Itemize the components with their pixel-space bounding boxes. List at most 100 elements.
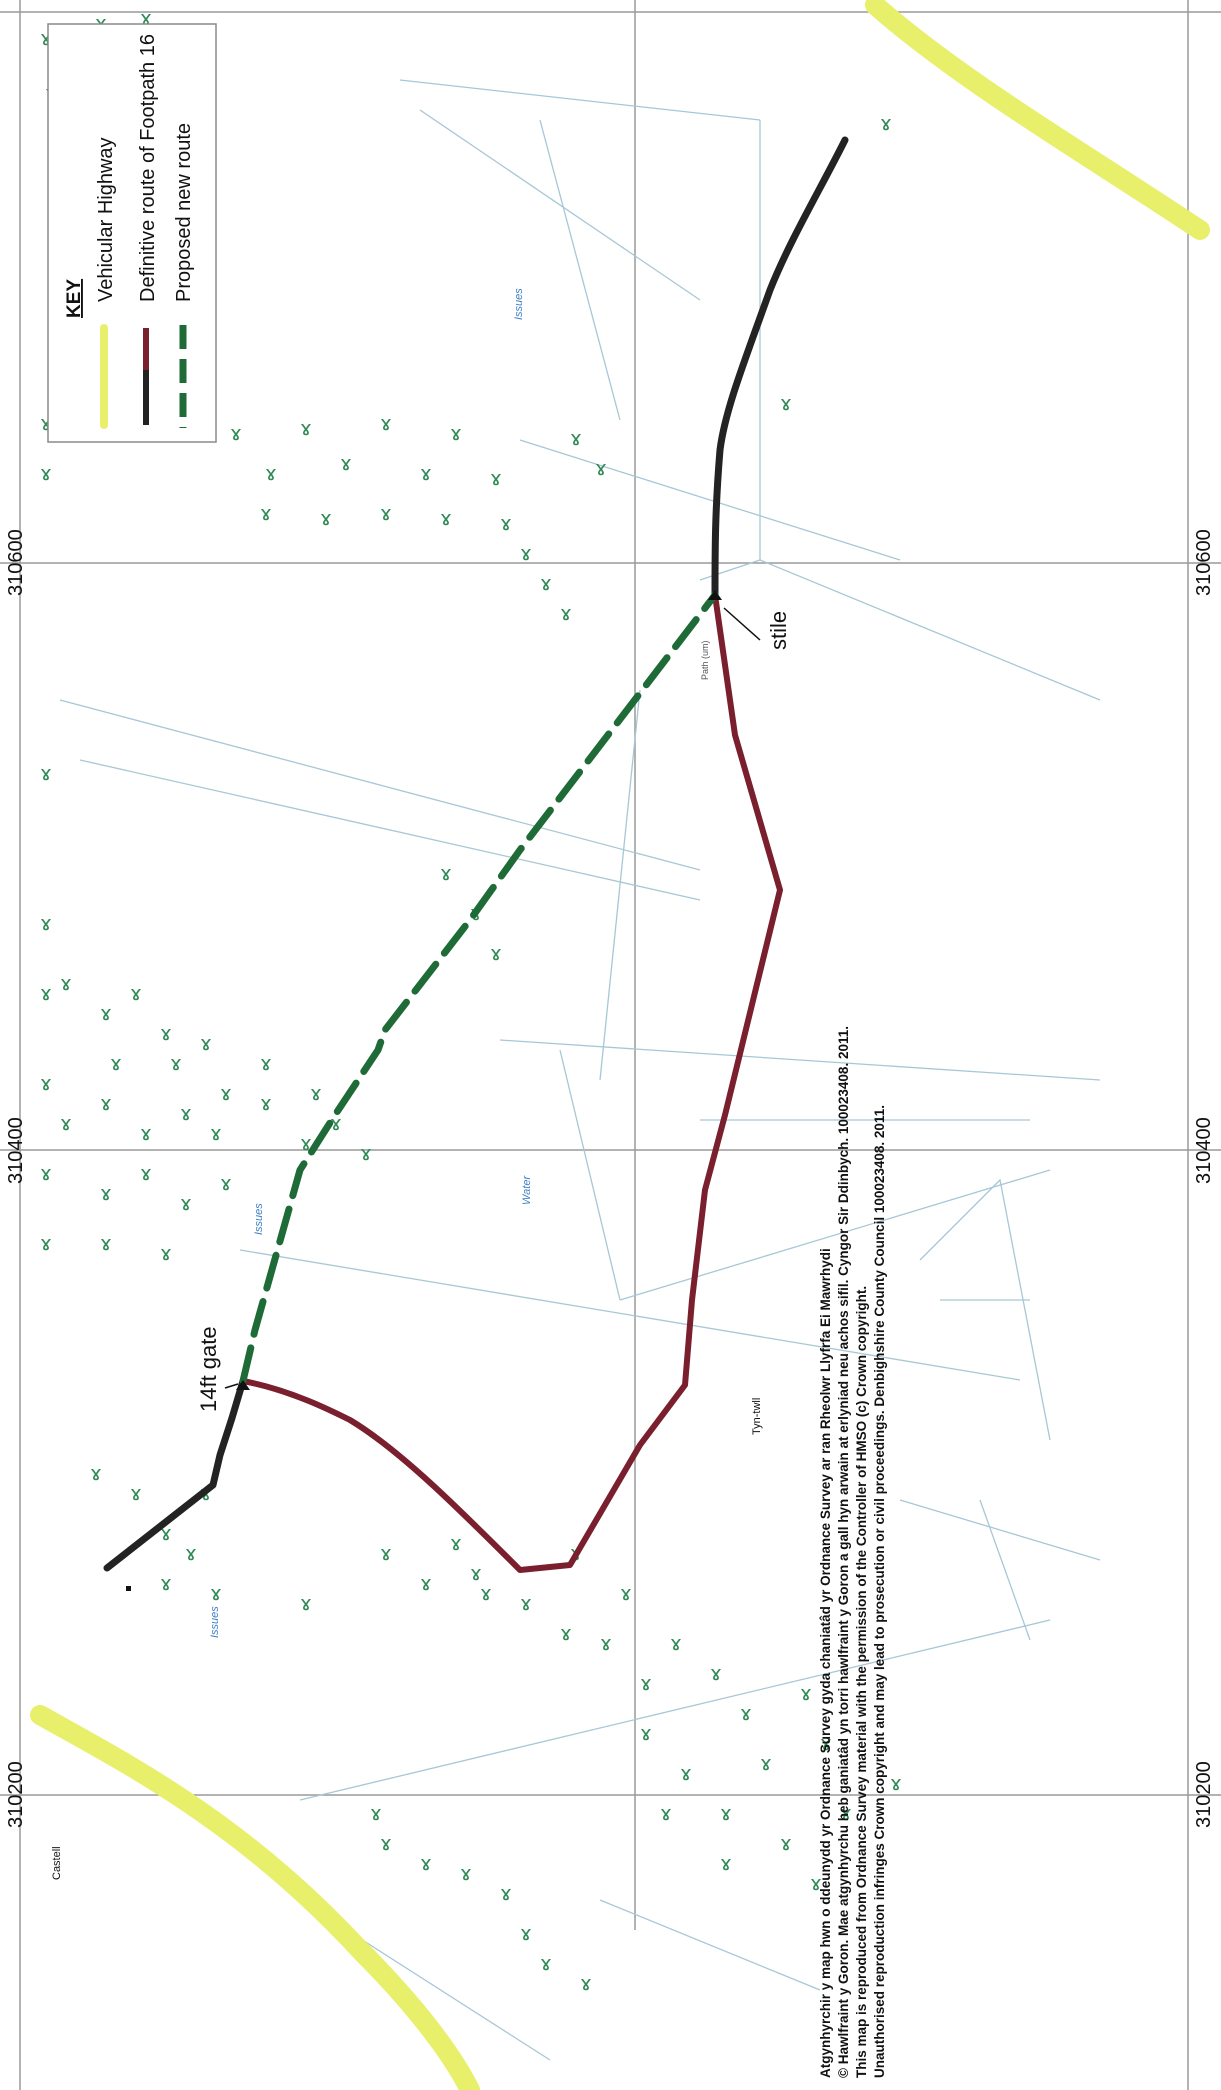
svg-text:ɤ: ɤ: [185, 1541, 197, 1565]
grid-label-top-3: 310200: [5, 1761, 27, 1828]
svg-text:ɤ: ɤ: [60, 1111, 72, 1135]
definitive-route-black: [103, 136, 849, 1572]
svg-text:ɤ: ɤ: [40, 981, 52, 1005]
legend-item-definitive: Definitive route of Footpath 16: [137, 34, 159, 302]
svg-text:ɤ: ɤ: [420, 1851, 432, 1875]
svg-text:ɤ: ɤ: [780, 1831, 792, 1855]
svg-text:ɤ: ɤ: [130, 981, 142, 1005]
map-labels: Issues Issues Issues Water Tyn-twll Cast…: [51, 288, 763, 1880]
svg-text:ɤ: ɤ: [380, 501, 392, 525]
svg-text:ɤ: ɤ: [300, 416, 312, 440]
svg-text:ɤ: ɤ: [540, 571, 552, 595]
svg-text:ɤ: ɤ: [640, 1671, 652, 1695]
svg-text:ɤ: ɤ: [60, 971, 72, 995]
svg-text:ɤ: ɤ: [380, 1541, 392, 1565]
svg-text:ɤ: ɤ: [260, 501, 272, 525]
label-path-um: Path (um): [700, 640, 710, 680]
svg-text:ɤ: ɤ: [490, 941, 502, 965]
svg-text:ɤ: ɤ: [580, 1971, 592, 1995]
grid-label-top-2: 310400: [5, 1117, 27, 1184]
svg-text:ɤ: ɤ: [40, 411, 52, 435]
svg-text:ɤ: ɤ: [520, 1921, 532, 1945]
svg-text:ɤ: ɤ: [200, 1031, 212, 1055]
svg-text:ɤ: ɤ: [40, 26, 52, 50]
svg-text:ɤ: ɤ: [100, 1091, 112, 1115]
svg-text:ɤ: ɤ: [300, 1131, 312, 1155]
legend-item-highway: Vehicular Highway: [95, 137, 117, 302]
label-issues-2: Issues: [253, 1203, 265, 1235]
label-water: Water: [521, 1175, 533, 1205]
svg-text:ɤ: ɤ: [40, 1161, 52, 1185]
grid-label-top-1: 310600: [5, 529, 27, 596]
svg-text:ɤ: ɤ: [740, 1701, 752, 1725]
svg-text:ɤ: ɤ: [220, 1171, 232, 1195]
svg-text:ɤ: ɤ: [560, 601, 572, 625]
legend-item-proposed: Proposed new route: [173, 123, 195, 302]
svg-text:ɤ: ɤ: [490, 466, 502, 490]
legend-title: KEY: [64, 279, 85, 318]
svg-text:ɤ: ɤ: [265, 461, 277, 485]
svg-text:ɤ: ɤ: [40, 1231, 52, 1255]
svg-text:ɤ: ɤ: [890, 1771, 902, 1795]
svg-text:ɤ: ɤ: [720, 1801, 732, 1825]
svg-text:ɤ: ɤ: [480, 1581, 492, 1605]
svg-text:ɤ: ɤ: [40, 911, 52, 935]
grid-labels: 310600 310400 310200 310600 310400 31020…: [5, 529, 1215, 1828]
svg-text:ɤ: ɤ: [170, 1051, 182, 1075]
svg-text:ɤ: ɤ: [660, 1801, 672, 1825]
proposed-new-route: [239, 591, 719, 1385]
svg-text:ɤ: ɤ: [500, 1881, 512, 1905]
svg-text:ɤ: ɤ: [450, 1531, 462, 1555]
svg-text:ɤ: ɤ: [160, 1571, 172, 1595]
svg-text:ɤ: ɤ: [500, 511, 512, 535]
svg-text:ɤ: ɤ: [40, 1071, 52, 1095]
label-tyn-twll: Tyn-twll: [751, 1398, 763, 1435]
svg-text:ɤ: ɤ: [330, 1111, 342, 1135]
copyright-line-3: This map is reproduced from Ordnance Sur…: [854, 1286, 869, 2078]
svg-text:ɤ: ɤ: [110, 1051, 122, 1075]
svg-text:ɤ: ɤ: [680, 1761, 692, 1785]
gate-marker: [236, 1380, 250, 1390]
svg-text:ɤ: ɤ: [260, 1051, 272, 1075]
junction-dot: [126, 1586, 131, 1591]
svg-text:ɤ: ɤ: [160, 1241, 172, 1265]
svg-text:ɤ: ɤ: [570, 426, 582, 450]
svg-text:ɤ: ɤ: [300, 1591, 312, 1615]
svg-text:ɤ: ɤ: [880, 111, 892, 135]
svg-text:ɤ: ɤ: [100, 1001, 112, 1025]
svg-text:ɤ: ɤ: [260, 1091, 272, 1115]
svg-text:ɤ: ɤ: [370, 1801, 382, 1825]
svg-text:ɤ: ɤ: [160, 1021, 172, 1045]
svg-text:ɤ: ɤ: [40, 461, 52, 485]
svg-text:ɤ: ɤ: [100, 1231, 112, 1255]
svg-text:ɤ: ɤ: [40, 761, 52, 785]
svg-text:ɤ: ɤ: [760, 1751, 772, 1775]
svg-text:ɤ: ɤ: [380, 411, 392, 435]
svg-text:ɤ: ɤ: [210, 1121, 222, 1145]
copyright-block: Atgynhyrchir y map hwn o ddeunydd yr Ord…: [818, 1026, 887, 2078]
svg-text:ɤ: ɤ: [210, 1581, 222, 1605]
svg-text:ɤ: ɤ: [670, 1631, 682, 1655]
svg-text:ɤ: ɤ: [230, 421, 242, 445]
svg-text:ɤ: ɤ: [540, 1951, 552, 1975]
svg-text:ɤ: ɤ: [720, 1851, 732, 1875]
svg-text:ɤ: ɤ: [180, 1191, 192, 1215]
copyright-line-1: Atgynhyrchir y map hwn o ddeunydd yr Ord…: [818, 1248, 833, 2078]
svg-text:ɤ: ɤ: [220, 1081, 232, 1105]
svg-text:ɤ: ɤ: [340, 451, 352, 475]
svg-text:ɤ: ɤ: [140, 1161, 152, 1185]
svg-text:ɤ: ɤ: [520, 1591, 532, 1615]
svg-text:ɤ: ɤ: [595, 456, 607, 480]
label-issues-1: Issues: [513, 288, 525, 320]
gate-label: 14ft gate: [196, 1326, 221, 1412]
svg-text:ɤ: ɤ: [800, 1681, 812, 1705]
copyright-line-4: Unauthorised reproduction infringes Crow…: [872, 1105, 887, 2078]
svg-text:ɤ: ɤ: [810, 1871, 822, 1895]
svg-text:ɤ: ɤ: [840, 1801, 852, 1825]
svg-text:ɤ: ɤ: [130, 1481, 142, 1505]
svg-text:ɤ: ɤ: [640, 1721, 652, 1745]
svg-text:ɤ: ɤ: [470, 1561, 482, 1585]
